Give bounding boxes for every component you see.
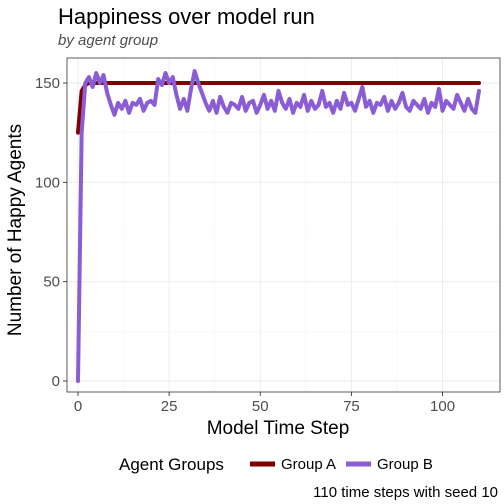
chart-subtitle: by agent group [58, 32, 158, 49]
x-tick-label: 75 [343, 398, 360, 415]
series-lines [78, 71, 479, 381]
plot-area: 0 50 100 150 0 25 50 75 100 [35, 58, 500, 415]
y-tick-label: 50 [43, 274, 60, 291]
legend-label-group-a: Group A [281, 456, 336, 473]
y-axis-label: Number of Happy Agents [5, 124, 26, 336]
x-tick-label: 50 [252, 398, 269, 415]
legend: Agent Groups Group A Group B [119, 455, 433, 474]
chart-caption: 110 time steps with seed 10 [313, 484, 498, 501]
chart-title: Happiness over model run [58, 4, 315, 29]
y-tick-label: 150 [35, 75, 60, 92]
x-tick-label: 0 [74, 398, 82, 415]
legend-title: Agent Groups [119, 455, 224, 474]
legend-label-group-b: Group B [377, 456, 433, 473]
y-tick-label: 100 [35, 174, 60, 191]
x-axis-label: Model Time Step [207, 418, 350, 439]
x-tick-label: 100 [430, 398, 455, 415]
x-tick-label: 25 [161, 398, 178, 415]
axis-ticks: 0 50 100 150 0 25 50 75 100 [35, 75, 455, 415]
series-line-group-b [78, 71, 479, 381]
y-tick-label: 0 [52, 373, 60, 390]
